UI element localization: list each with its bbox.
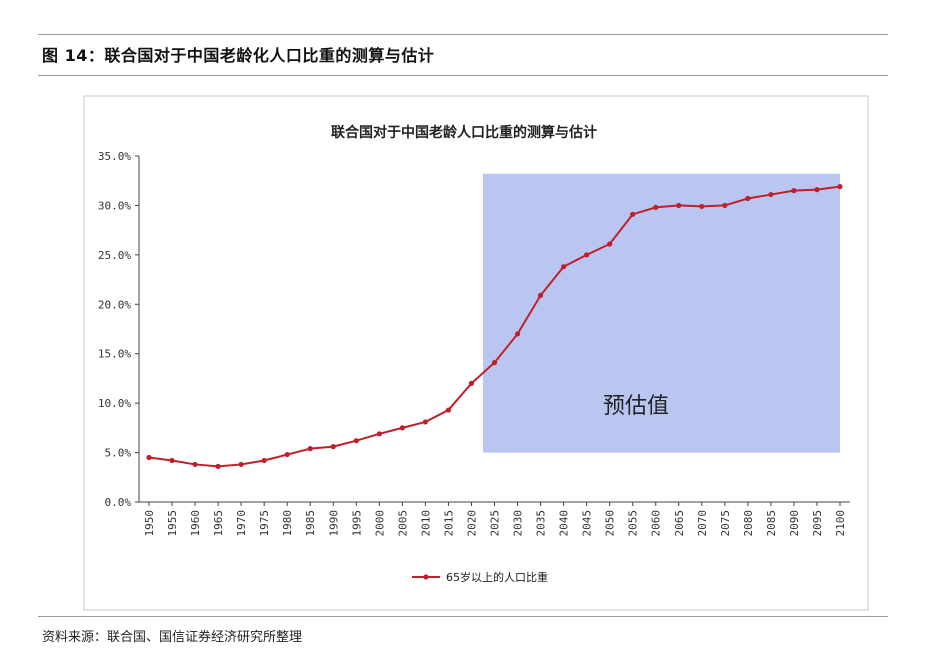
y-tick-label: 20.0% (98, 298, 131, 311)
legend-marker (423, 574, 429, 580)
data-point (192, 461, 198, 468)
source-note: 资料来源：联合国、国信证券经济研究所整理 (42, 630, 303, 645)
data-point (353, 438, 359, 444)
y-tick-label: 25.0% (98, 249, 131, 262)
forecast-region (482, 173, 840, 453)
x-tick-label: 2055 (627, 510, 640, 537)
data-point (399, 425, 405, 431)
legend-label: 65岁以上的人口比重 (446, 570, 548, 584)
data-point (215, 463, 221, 470)
y-tick-label: 5.0% (105, 447, 132, 460)
x-tick-label: 1995 (350, 510, 363, 537)
data-point (514, 331, 521, 337)
x-tick-label: 2015 (442, 510, 455, 537)
x-tick-label: 2075 (719, 510, 732, 537)
x-tick-label: 2050 (604, 510, 617, 537)
data-point (307, 446, 313, 452)
top-rule (38, 34, 888, 35)
x-tick-label: 2090 (788, 510, 801, 537)
chart-title: 联合国对于中国老龄人口比重的测算与估计 (331, 124, 597, 141)
y-tick-label: 35.0% (98, 150, 131, 163)
x-tick-label: 2100 (834, 510, 847, 537)
data-point (146, 454, 152, 461)
x-tick-label: 2010 (419, 510, 432, 537)
x-tick-label: 1990 (327, 510, 340, 537)
data-point (607, 241, 613, 247)
data-point (468, 380, 475, 386)
data-point (284, 451, 290, 458)
data-point (330, 444, 336, 450)
figure-title: 图 14：联合国对于中国老龄化人口比重的测算与估计 (42, 46, 435, 65)
data-point (537, 292, 544, 298)
x-tick-label: 1950 (143, 510, 156, 537)
x-tick-label: 1975 (258, 510, 271, 537)
data-point (422, 419, 428, 425)
data-point (261, 457, 267, 464)
x-tick-label: 2070 (696, 510, 709, 537)
x-tick-label: 1955 (166, 510, 179, 537)
x-tick-label: 2040 (558, 510, 571, 537)
x-tick-label: 2080 (742, 510, 755, 537)
y-tick-label: 15.0% (98, 348, 131, 361)
x-tick-label: 1980 (281, 510, 294, 537)
y-tick-label: 0.0% (105, 496, 132, 509)
data-point (630, 211, 636, 217)
data-point (791, 188, 797, 194)
x-tick-label: 2025 (489, 510, 502, 537)
title-rule (38, 75, 888, 76)
data-point (722, 202, 728, 209)
data-point (699, 203, 705, 210)
forecast-label: 预估值 (603, 394, 669, 419)
data-point (445, 407, 452, 413)
data-point (376, 431, 382, 437)
x-tick-label: 2035 (535, 510, 548, 537)
y-tick-label: 10.0% (98, 397, 131, 410)
x-tick-label: 2005 (396, 510, 409, 537)
bottom-rule (38, 616, 888, 617)
y-tick-label: 30.0% (98, 199, 131, 212)
data-point (676, 202, 682, 209)
x-tick-label: 2045 (581, 510, 594, 537)
x-tick-label: 2000 (373, 510, 386, 537)
x-tick-label: 2030 (512, 510, 525, 537)
x-tick-label: 2085 (765, 510, 778, 537)
data-point (745, 195, 751, 202)
data-point (238, 461, 244, 468)
data-point (491, 360, 498, 366)
x-tick-label: 1985 (304, 510, 317, 537)
x-tick-label: 2065 (673, 510, 686, 537)
data-point (837, 184, 843, 190)
x-tick-label: 1960 (189, 510, 202, 537)
x-tick-label: 2060 (650, 510, 663, 537)
data-point (768, 191, 774, 198)
data-point (814, 187, 820, 193)
data-point (561, 264, 567, 270)
x-tick-label: 2095 (811, 510, 824, 537)
data-point (653, 204, 659, 211)
x-tick-label: 2020 (465, 510, 478, 537)
x-tick-label: 1970 (235, 510, 248, 537)
x-tick-label: 1965 (212, 510, 225, 537)
data-point (169, 457, 175, 464)
data-point (584, 252, 590, 258)
